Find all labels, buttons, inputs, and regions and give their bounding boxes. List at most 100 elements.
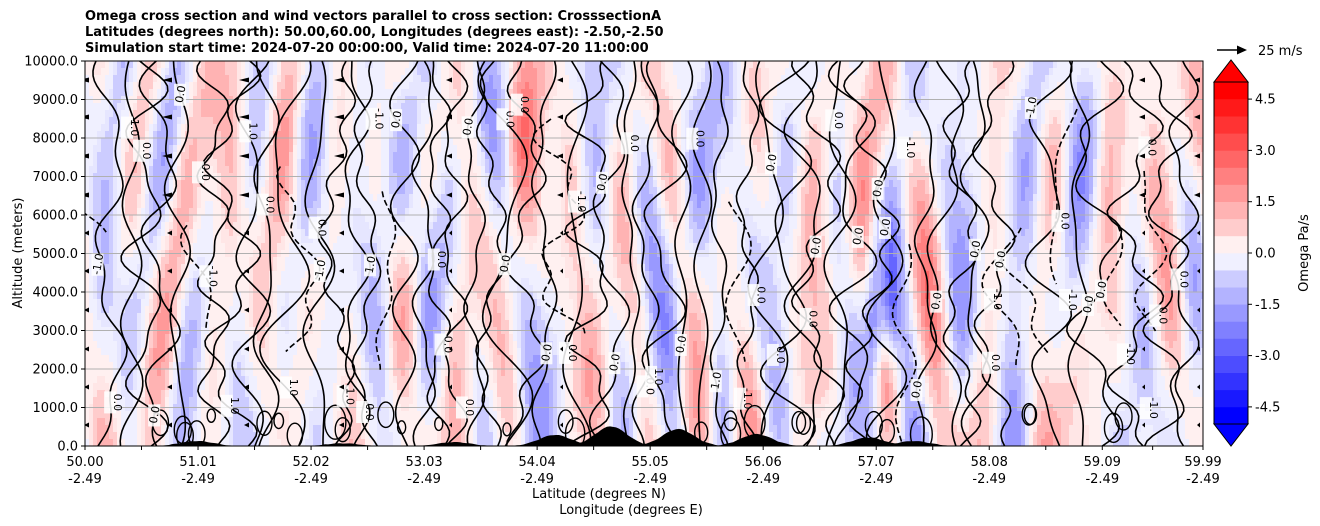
contour-label: 0.0 [595,172,611,191]
wind-vector-arrow [334,114,344,120]
chart-title-line-1: Omega cross section and wind vectors par… [85,9,662,24]
contour-label-bg [733,387,746,410]
contour-label: -1.0 [1023,96,1040,119]
zero-contour-line [1065,61,1125,446]
contour-label: 0.0 [363,403,376,421]
y-tick-label: 9000.0 [33,93,79,108]
contour-label: 0.0 [1058,212,1071,230]
wind-vector-arrow [167,307,172,313]
colorbar-segment [1214,99,1248,117]
contour-label: 0.0 [832,112,845,129]
contour-label-bg [390,109,403,132]
contour-label-bg [148,404,161,427]
small-contour-loop [286,422,304,446]
contour-label-bg [747,284,760,307]
small-contour-loop [396,420,407,435]
contour-label: 0.0 [929,291,945,310]
small-contour-loop [909,416,933,446]
zero-contour-line [1142,61,1193,446]
x-tick-label-lon: -2.49 [1085,472,1119,487]
small-contour-loop [1103,412,1124,444]
wind-vector-arrow [244,384,249,390]
negative-contour-line [1134,170,1168,332]
colorbar-tick-label: -4.5 [1255,400,1280,415]
wind-vector-arrow [167,384,172,390]
contour-label: 1.0 [287,379,300,397]
small-contour-loop [723,410,738,432]
contour-label-bg [799,307,812,330]
zero-contour-line [302,61,336,446]
contour-labels: -1.0 0.0 0.0 1.0 0.0 0.0 -1.0 0.0 1.0 1.0 0.0 1.0 -1… [90,83,1191,427]
contour-label: 0.0 [1094,280,1110,299]
contour-label-bg [1139,397,1152,420]
colorbar-segment [1214,253,1248,271]
contour-label-bg [308,216,321,239]
zero-contour-line [621,61,641,446]
contour-label: 0.0 [673,335,689,354]
colorbar-segment [1214,338,1248,356]
contour-label-bg [1059,288,1072,311]
wind-vector-arrow [167,268,172,274]
colorbar-extend-max [1212,59,1250,83]
contour-label: 0.0 [1156,307,1169,325]
small-contour-loop [1021,402,1037,426]
contour-label: 0.0 [989,354,1002,372]
colorbar-segment [1214,372,1248,391]
colorbar-tick-label: 3.0 [1255,144,1276,159]
colorbar-segment [1214,321,1248,339]
small-contour-loop [377,401,395,429]
wind-vector-arrow [560,346,563,352]
x-tick-label-lat: 52.02 [292,455,329,470]
contour-label-bg [765,152,778,175]
zero-contour-line [865,61,908,446]
colorbar-segment [1214,270,1248,288]
contour-label-bg [364,254,377,277]
wind-vector-arrow [560,230,563,236]
wind-vector-arrow [244,422,249,428]
contour-label: 0.0 [463,399,476,417]
contour-label: 0.0 [316,219,329,237]
zero-contour-line [843,61,901,446]
zero-contour-line [671,61,694,446]
contour-label: 0.0 [993,250,1009,269]
wind-vector-arrow [557,77,563,83]
contour-label-bg [356,400,369,423]
contour-label: 0.0 [173,84,189,103]
small-contour-loop [795,411,812,435]
wind-vector-arrow [85,230,89,236]
contour-label-bg [365,107,378,130]
zero-contour-line [758,61,816,446]
colorbar-segment [1214,355,1248,373]
wind-vector-arrow [1197,307,1200,313]
wind-vector-arrow [162,77,172,83]
x-tick-label-lat: 50.00 [66,455,103,470]
x-tick-label-lon: -2.49 [1186,472,1220,487]
colorbar-extend-min [1212,423,1250,447]
zero-contour-line [735,61,760,446]
contour-label-bg [1051,209,1064,232]
contour-label: 0.0 [497,254,513,273]
terrain-profile [85,426,1203,446]
contour-label-bg [510,93,523,116]
contour-label: 0.0 [539,343,555,362]
x-tick-label-lon: -2.49 [859,472,893,487]
contour-label: 0.0 [435,251,448,269]
wind-vector-arrow [339,307,344,313]
small-contour-loop [187,420,206,446]
contour-label-bg [809,235,822,258]
wind-vector-arrow [449,268,452,274]
wind-vector-arrow [239,192,249,198]
x-axis: 50.00 -2.49 51.01 -2.49 52.02 -2.49 53.03 -2.49… [66,446,1222,487]
contour-label: 1.0 [344,387,357,405]
wind-vector-arrow [339,230,344,236]
wind-vectors [85,77,1200,428]
small-contour-loop [273,412,285,430]
wind-vector-arrow [557,153,563,159]
small-contour-loop [791,410,807,434]
contour-label: 0.0 [199,164,212,182]
colorbar-segment [1214,389,1248,408]
wind-vector-arrow [244,230,249,236]
contour-label: 0.0 [111,394,124,412]
colorbar-segment [1214,116,1248,134]
colorbar-segment [1214,82,1248,100]
